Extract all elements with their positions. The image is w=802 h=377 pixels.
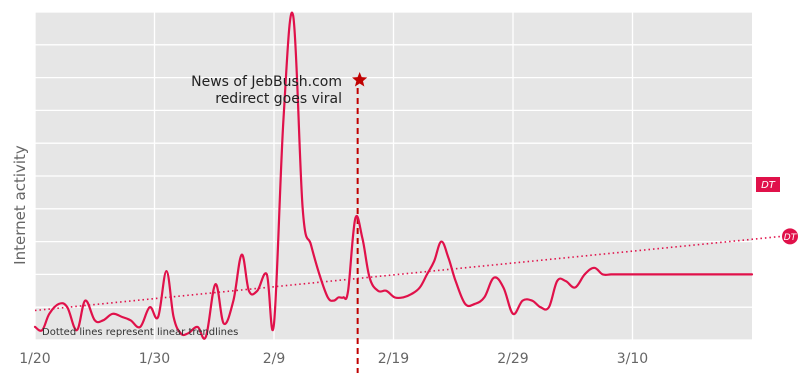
- x-tick-label: 2/9: [263, 351, 286, 367]
- footnote: Dotted lines represent linear trendlines: [42, 327, 238, 338]
- x-tick-label: 1/20: [19, 351, 50, 367]
- x-tick-label: 2/19: [378, 351, 409, 367]
- annotation-group: [352, 72, 368, 373]
- star-icon: [352, 72, 368, 87]
- trendline-label: DT: [784, 233, 798, 243]
- x-tick-label: 3/10: [617, 351, 648, 367]
- x-tick-label: 1/30: [139, 351, 170, 367]
- trendline-end-marker: [782, 228, 798, 245]
- trendline-group: DT: [34, 228, 798, 312]
- series-label-badge: [756, 177, 780, 192]
- series-label: DT: [761, 180, 776, 191]
- x-tick-label: 2/29: [497, 351, 528, 367]
- y-axis-label: Internet activity: [11, 145, 29, 265]
- x-axis: 1/20 1/30 2/9 2/19 2/29 3/10: [19, 351, 648, 367]
- trendline: [34, 235, 783, 312]
- chart-labels: Internet activity News of JebBush.com re…: [11, 74, 342, 338]
- series-group: DT: [33, 11, 780, 340]
- annotation-text-line-1: News of JebBush.com: [191, 74, 342, 90]
- annotation-text-line-2: redirect goes viral: [215, 91, 342, 107]
- series-line-dt: [33, 11, 754, 340]
